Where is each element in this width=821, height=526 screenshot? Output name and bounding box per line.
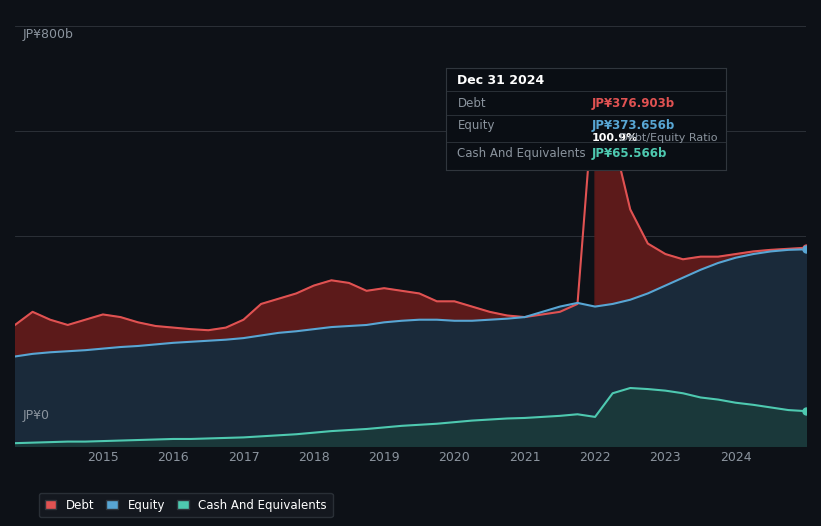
Text: Cash And Equivalents: Cash And Equivalents: [457, 147, 586, 160]
Legend: Debt, Equity, Cash And Equivalents: Debt, Equity, Cash And Equivalents: [39, 493, 333, 518]
Text: Dec 31 2024: Dec 31 2024: [457, 75, 544, 87]
Text: JP¥65.566b: JP¥65.566b: [592, 147, 667, 160]
Text: 100.9%: 100.9%: [592, 133, 638, 143]
Text: JP¥373.656b: JP¥373.656b: [592, 119, 675, 132]
Text: Debt/Equity Ratio: Debt/Equity Ratio: [616, 133, 717, 143]
Text: Debt: Debt: [457, 97, 486, 110]
Text: JP¥376.903b: JP¥376.903b: [592, 97, 675, 110]
Text: Equity: Equity: [457, 119, 495, 132]
Text: JP¥800b: JP¥800b: [23, 28, 74, 41]
Text: JP¥0: JP¥0: [23, 409, 50, 422]
